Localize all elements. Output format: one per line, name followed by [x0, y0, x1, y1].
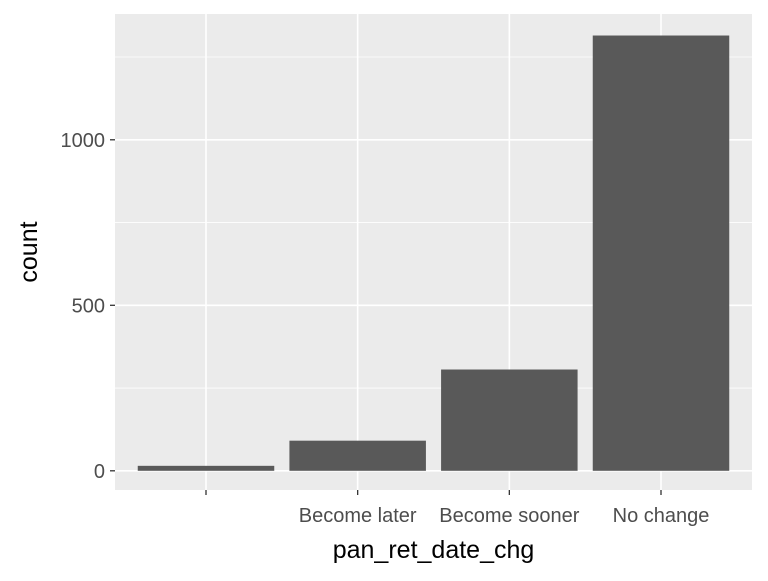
bar: [592, 35, 730, 471]
y-axis-title: count: [15, 221, 43, 282]
bar-series: [137, 35, 730, 471]
y-tick-label: 1000: [61, 130, 106, 152]
bar: [289, 440, 426, 471]
x-axis: Become later Become sooner No change: [205, 490, 710, 527]
y-axis: 0 500 1000: [61, 130, 115, 483]
x-axis-title: pan_ret_date_chg: [333, 536, 535, 564]
x-tick-label: Become sooner: [439, 505, 579, 527]
y-tick-label: 500: [72, 295, 105, 317]
bar: [137, 465, 275, 471]
x-tick-label: No change: [613, 505, 710, 527]
y-tick-label: 0: [94, 461, 105, 483]
x-tick-label: Become later: [299, 505, 417, 527]
bar: [441, 369, 578, 471]
